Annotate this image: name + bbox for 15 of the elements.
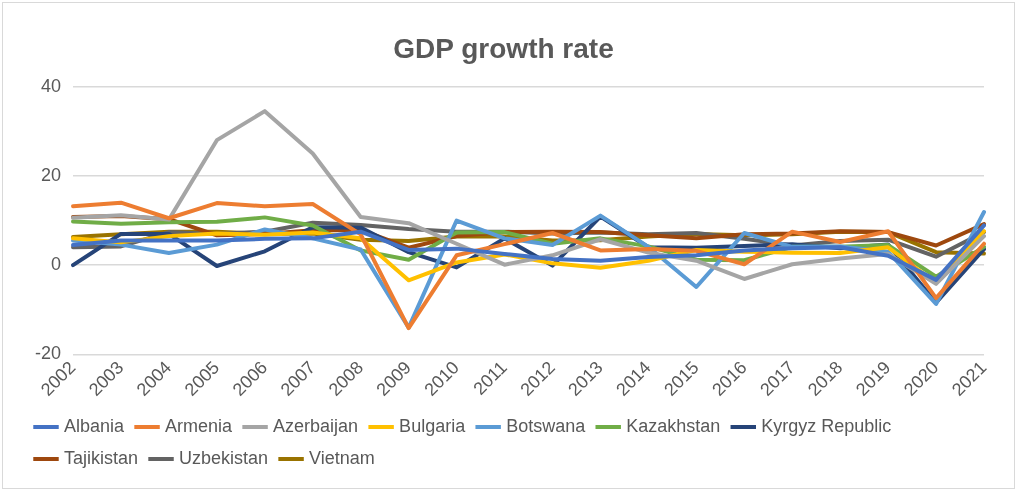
y-tick-label: -20	[35, 343, 62, 364]
legend-label: Bulgaria	[399, 415, 467, 436]
legend-label: Azerbaijan	[273, 415, 359, 436]
legend-label: Uzbekistan	[179, 447, 269, 468]
legend-label: Vietnam	[309, 447, 375, 468]
legend-label: Armenia	[165, 415, 234, 436]
legend-label: Botswana	[506, 415, 587, 436]
legend-label: Albania	[64, 415, 126, 436]
y-tick-label: 0	[51, 254, 62, 275]
legend-label: Kazakhstan	[626, 415, 721, 436]
y-tick-label: 20	[40, 164, 62, 185]
y-tick-label: 40	[40, 75, 62, 96]
legend-label: Tajikistan	[64, 447, 139, 468]
chart-title: GDP growth rate	[393, 32, 614, 64]
legend-label: Kyrgyz Republic	[761, 415, 892, 436]
